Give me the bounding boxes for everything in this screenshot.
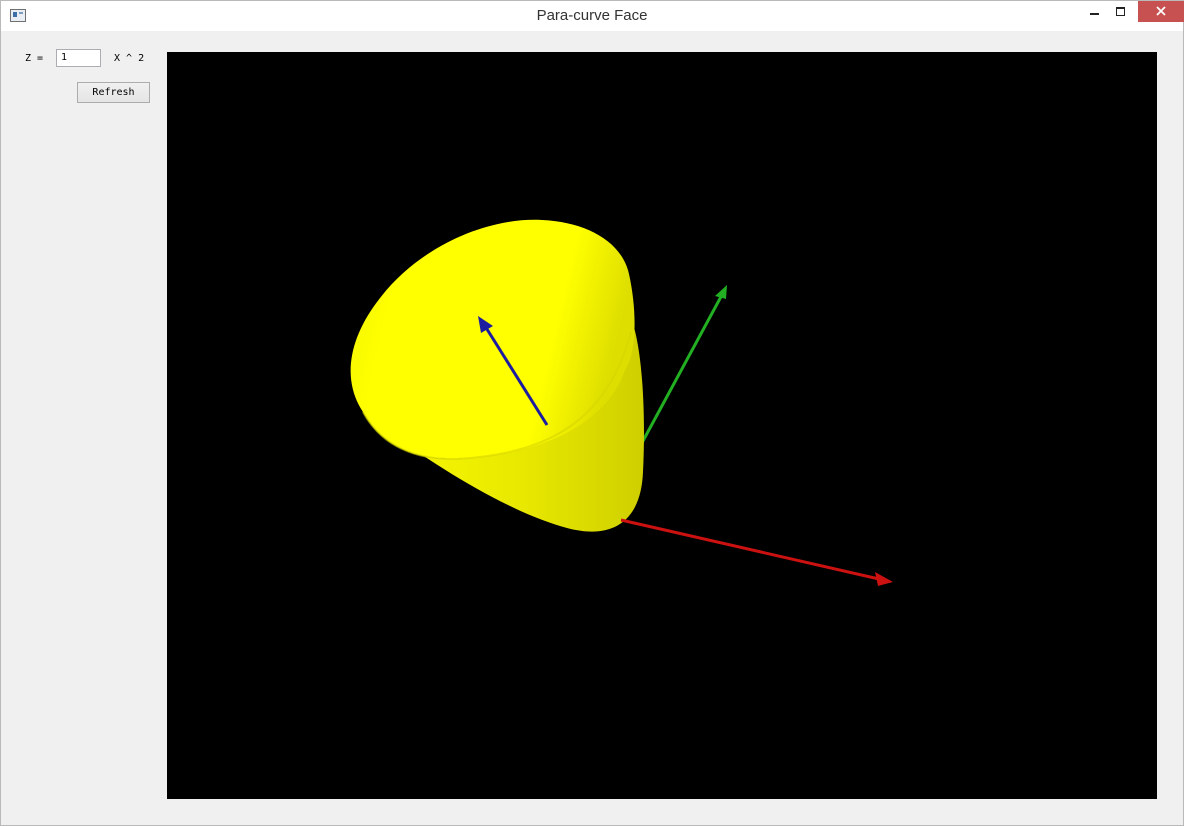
minimize-icon: [1090, 13, 1099, 15]
z-axis-arrow: [478, 316, 549, 426]
coefficient-input[interactable]: 1: [56, 49, 101, 67]
minimize-button[interactable]: [1081, 1, 1109, 22]
refresh-button[interactable]: Refresh: [77, 82, 150, 103]
scene-canvas: [350, 219, 893, 586]
title-bar[interactable]: Para-curve Face: [1, 1, 1184, 31]
maximize-button[interactable]: [1107, 1, 1135, 22]
paraboloid-surface: [350, 219, 644, 532]
z-label: Z =: [25, 53, 44, 64]
control-panel: Z = 1 X ^ 2 Refresh: [1, 31, 161, 821]
close-icon: [1156, 6, 1166, 16]
app-icon[interactable]: [10, 9, 26, 22]
window-title: Para-curve Face: [536, 7, 648, 24]
y-axis-arrow: [635, 285, 727, 453]
maximize-icon: [1116, 7, 1125, 16]
x-axis-arrow: [620, 518, 893, 586]
3d-viewport[interactable]: [167, 52, 1157, 799]
close-button[interactable]: [1138, 1, 1184, 22]
x-squared-label: X ^ 2: [114, 53, 145, 64]
